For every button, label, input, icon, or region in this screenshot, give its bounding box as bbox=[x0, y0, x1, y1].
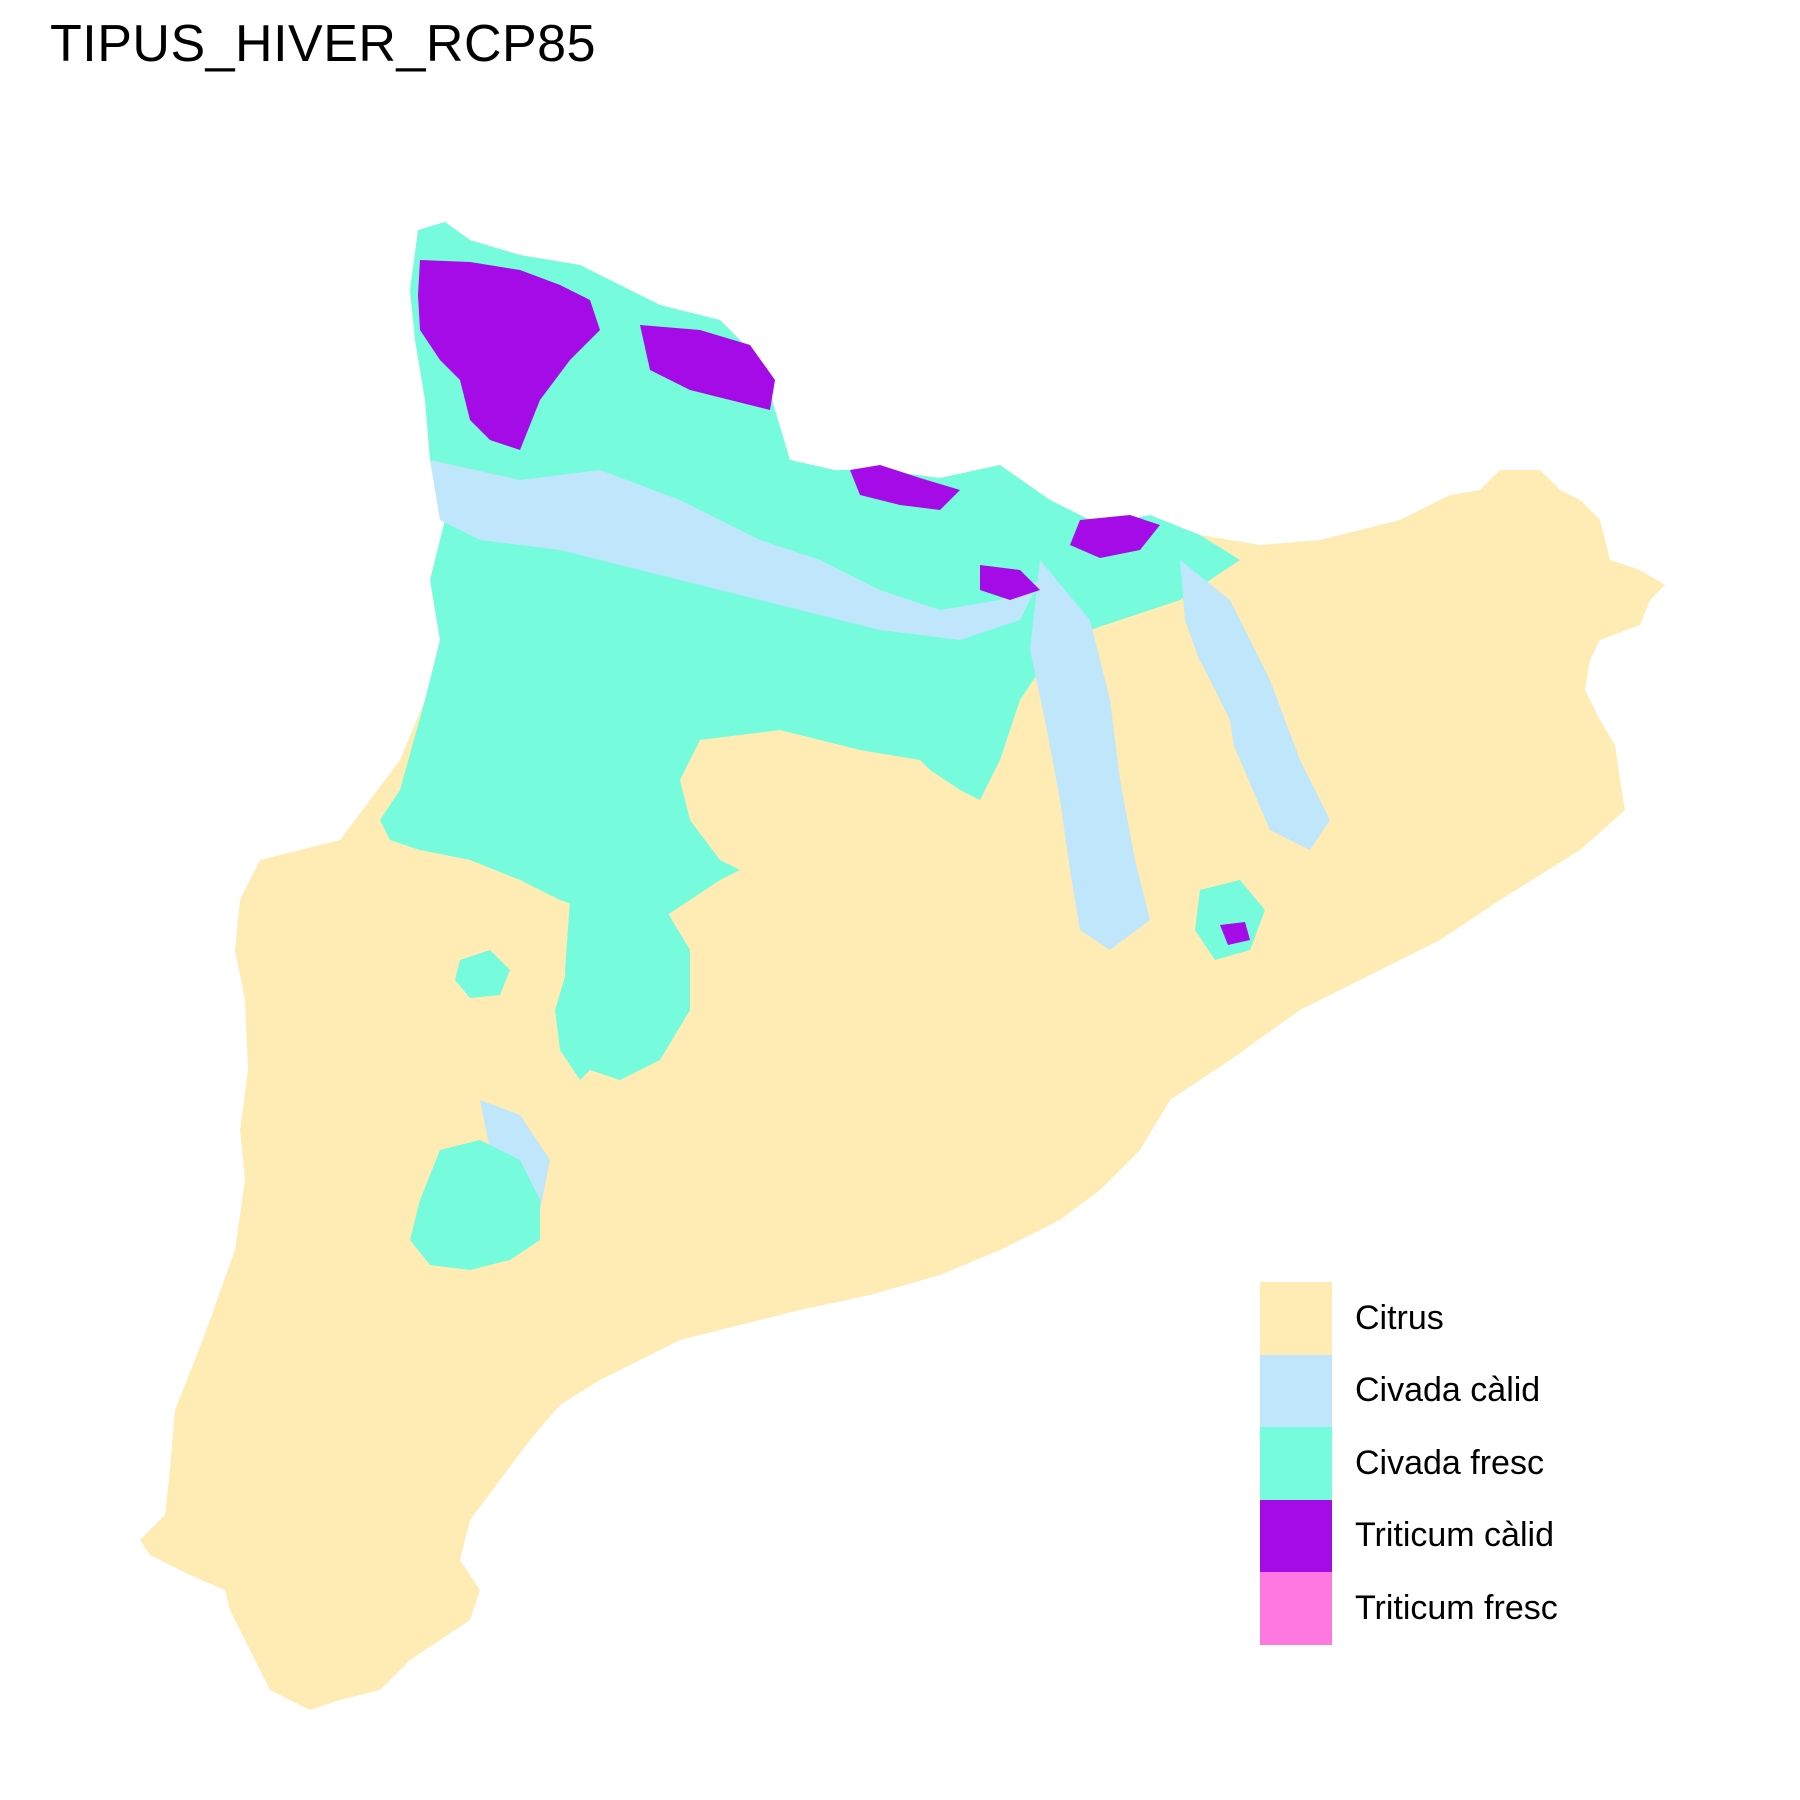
region-citrus-interior2 bbox=[1140, 650, 1240, 800]
legend-label: Triticum fresc bbox=[1355, 1588, 1558, 1627]
region-civada-fresc-south bbox=[410, 1140, 540, 1270]
region-triticum-calid-n bbox=[850, 465, 960, 510]
region-civada-fresc-west-spot bbox=[455, 950, 510, 998]
region-civada-calid-east2 bbox=[1180, 560, 1330, 850]
legend-label: Citrus bbox=[1355, 1298, 1444, 1337]
legend-swatch bbox=[1260, 1354, 1332, 1427]
legend: Citrus Civada càlid Civada fresc Triticu… bbox=[1260, 1282, 1558, 1645]
region-triticum-calid-n3 bbox=[980, 565, 1040, 600]
region-civada-fresc bbox=[380, 222, 1240, 1080]
legend-swatch bbox=[1260, 1572, 1332, 1645]
region-civada-fresc-center bbox=[565, 880, 690, 1080]
legend-item-triticum-fresc: Triticum fresc bbox=[1260, 1572, 1558, 1645]
region-citrus-interior bbox=[680, 730, 960, 880]
map-title: TIPUS_HIVER_RCP85 bbox=[50, 15, 597, 73]
legend-item-civada-fresc: Civada fresc bbox=[1260, 1427, 1558, 1500]
legend-swatch bbox=[1260, 1282, 1332, 1355]
legend-item-civada-calid: Civada càlid bbox=[1260, 1354, 1558, 1427]
region-triticum-calid-nw bbox=[418, 260, 600, 450]
legend-item-triticum-calid: Triticum càlid bbox=[1260, 1499, 1558, 1572]
legend-label: Civada fresc bbox=[1355, 1443, 1544, 1482]
legend-swatch bbox=[1260, 1499, 1332, 1572]
region-triticum-calid-e bbox=[1220, 922, 1250, 945]
legend-item-citrus: Citrus bbox=[1260, 1282, 1558, 1355]
region-triticum-calid-nw2 bbox=[640, 325, 775, 410]
legend-swatch bbox=[1260, 1427, 1332, 1500]
region-triticum-calid-n2 bbox=[1070, 515, 1160, 558]
legend-label: Civada càlid bbox=[1355, 1371, 1541, 1410]
legend-label: Triticum càlid bbox=[1355, 1516, 1554, 1555]
region-civada-calid-east bbox=[1030, 560, 1150, 950]
region-civada-calid-north bbox=[430, 460, 1040, 640]
